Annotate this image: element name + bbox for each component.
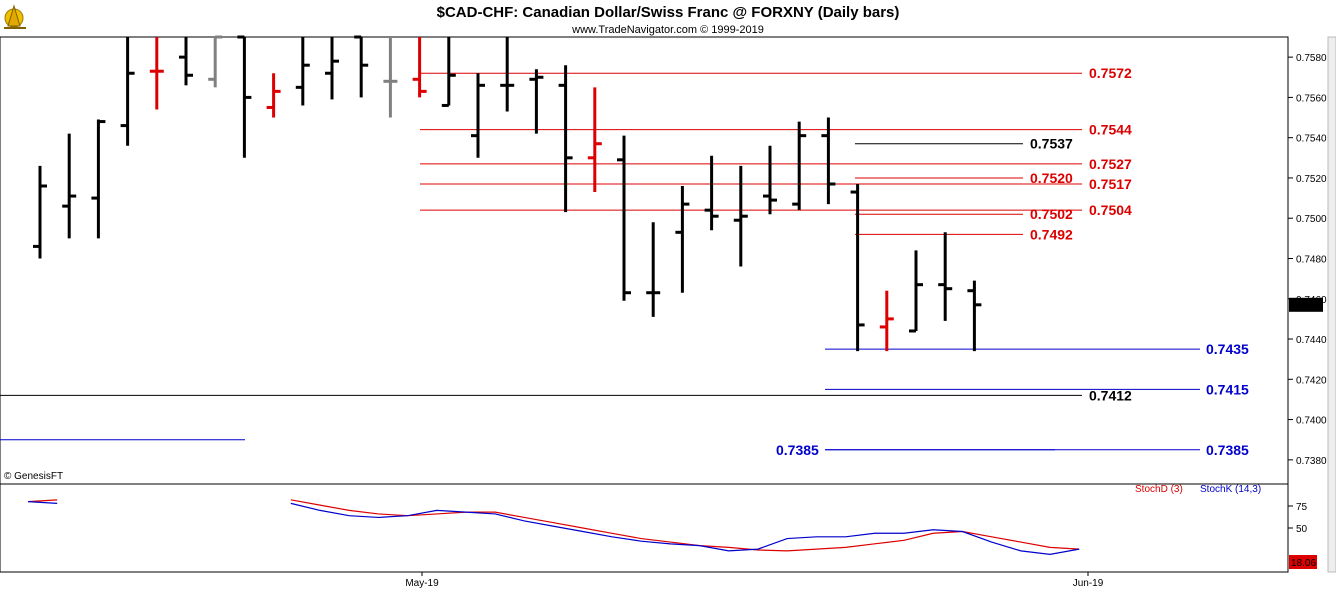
chart-title: $CAD-CHF: Canadian Dollar/Swiss Franc @ … bbox=[437, 4, 900, 21]
ohlc-bar-30 bbox=[909, 250, 923, 333]
level-label-5: 0.7517 bbox=[1089, 176, 1132, 192]
copyright-label: © GenesisFT bbox=[4, 471, 63, 482]
ohlc-bar-32 bbox=[967, 280, 982, 352]
level-label-10: 0.7415 bbox=[1206, 381, 1249, 397]
stoch-series-0-seg-1 bbox=[290, 499, 1080, 552]
ohlc-bar-11 bbox=[354, 35, 369, 98]
y-tick-label-1: 0.7400 bbox=[1296, 416, 1327, 427]
ohlc-bar-25 bbox=[763, 145, 777, 215]
level-label-7: 0.7502 bbox=[1030, 206, 1073, 222]
chart-subtitle: www.TradeNavigator.com © 1999-2019 bbox=[571, 24, 764, 36]
level-label-12: 0.7385 bbox=[1206, 442, 1249, 458]
ohlc-bar-6 bbox=[208, 35, 223, 88]
ohlc-bar-7 bbox=[237, 35, 252, 158]
y-tick-label-7: 0.7520 bbox=[1296, 174, 1327, 185]
y-tick-label-5: 0.7480 bbox=[1296, 254, 1327, 265]
x-tick-label-1: Jun-19 bbox=[1073, 578, 1104, 589]
trade-navigator-logo-icon bbox=[4, 4, 26, 29]
ohlc-bar-24 bbox=[733, 165, 748, 267]
ohlc-bar-29 bbox=[879, 290, 894, 352]
ohlc-bar-21 bbox=[646, 222, 661, 317]
last-price-badge bbox=[1289, 297, 1323, 312]
level-label-2: 0.7537 bbox=[1030, 136, 1073, 152]
ohlc-bar-31 bbox=[938, 232, 953, 321]
levels-layer: 0.7572 0.7544 0.7537 0.7527 0.7520 0.7517 0.75… bbox=[0, 65, 1249, 458]
level-label-3: 0.7527 bbox=[1089, 156, 1132, 172]
y-tick-label-8: 0.7540 bbox=[1296, 134, 1327, 145]
level-label-1: 0.7544 bbox=[1089, 122, 1132, 138]
ohlc-bar-16 bbox=[500, 37, 515, 112]
ohlc-bar-15 bbox=[471, 73, 485, 158]
stoch-last-label: 18.06 bbox=[1291, 558, 1316, 569]
last-price-label: 0.7457 bbox=[1292, 301, 1323, 312]
ohlc-bar-20 bbox=[617, 135, 631, 301]
legend-stochK: StochK (14,3) bbox=[1200, 484, 1261, 495]
y-tick-label-10: 0.7580 bbox=[1296, 53, 1327, 64]
level-label-4: 0.7520 bbox=[1030, 170, 1073, 186]
vertical-scrollbar[interactable] bbox=[1327, 36, 1336, 573]
level-label-6: 0.7504 bbox=[1089, 202, 1132, 218]
level-label-9: 0.7435 bbox=[1206, 341, 1249, 357]
ohlc-bar-12 bbox=[383, 37, 398, 118]
ohlc-bar-1 bbox=[62, 133, 77, 239]
ohlc-bar-22 bbox=[675, 186, 690, 293]
level-label-0: 0.7572 bbox=[1089, 65, 1132, 81]
stoch-series-1-seg-0 bbox=[27, 501, 58, 504]
price-panel-frame bbox=[0, 36, 1289, 485]
stoch-last-badge bbox=[1289, 555, 1317, 569]
y-tick-label-6: 0.7500 bbox=[1296, 214, 1327, 225]
ohlc-bar-17 bbox=[529, 69, 544, 134]
ohlc-bar-28 bbox=[850, 183, 865, 352]
ohlc-bar-2 bbox=[91, 119, 106, 239]
ohlc-bar-10 bbox=[325, 37, 339, 100]
ohlc-bar-26 bbox=[792, 121, 807, 211]
ohlc-bar-14 bbox=[441, 37, 456, 107]
legend-stochD: StochD (3) bbox=[1135, 484, 1183, 495]
stoch-y-tick-label-0: 75 bbox=[1296, 502, 1308, 513]
ohlc-bar-5 bbox=[179, 37, 193, 86]
ohlc-bar-9 bbox=[295, 37, 310, 106]
y-tick-label-3: 0.7440 bbox=[1296, 335, 1327, 346]
stochastic-indicator: StochD (3) StochK (14,3) 75 50 18.06 bbox=[27, 484, 1317, 569]
level-label-13: 0.7385 bbox=[776, 442, 819, 458]
ohlc-bar-8 bbox=[266, 73, 281, 118]
y-tick-label-9: 0.7560 bbox=[1296, 93, 1327, 104]
level-label-11: 0.7412 bbox=[1089, 387, 1132, 403]
ohlc-bar-0 bbox=[33, 165, 47, 259]
stochastic-panel-frame bbox=[0, 483, 1289, 573]
stoch-series-1-seg-1 bbox=[290, 502, 1080, 556]
price-bars bbox=[33, 35, 982, 352]
stoch-y-tick-label-1: 50 bbox=[1296, 524, 1308, 535]
ohlc-bar-23 bbox=[704, 155, 719, 231]
ohlc-bar-27 bbox=[821, 117, 836, 205]
y-tick-label-0: 0.7380 bbox=[1296, 456, 1327, 467]
ohlc-bar-19 bbox=[587, 87, 602, 193]
x-tick-label-0: May-19 bbox=[405, 578, 439, 589]
price-y-axis: 0.73800.74000.74200.74400.74600.74800.75… bbox=[1288, 53, 1327, 467]
ohlc-bar-3 bbox=[120, 37, 135, 146]
ohlc-bar-4 bbox=[149, 37, 164, 110]
ohlc-bar-13 bbox=[412, 37, 427, 98]
date-x-axis: May-19 Jun-19 bbox=[405, 572, 1104, 589]
y-tick-label-2: 0.7420 bbox=[1296, 375, 1327, 386]
ohlc-bar-18 bbox=[558, 65, 573, 213]
level-label-8: 0.7492 bbox=[1030, 226, 1073, 242]
